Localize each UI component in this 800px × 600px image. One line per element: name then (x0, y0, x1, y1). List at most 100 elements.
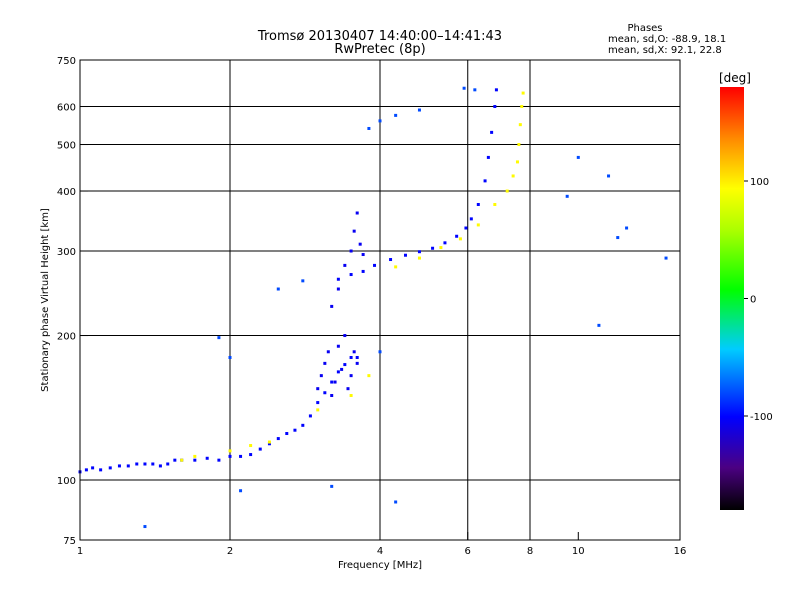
x-tick-label: 2 (227, 546, 233, 557)
data-point (343, 263, 347, 267)
data-point (323, 361, 327, 365)
data-point (143, 525, 147, 529)
data-point (389, 258, 393, 262)
y-tick-label: 300 (57, 247, 76, 258)
data-point (486, 155, 490, 159)
data-point (239, 489, 243, 493)
data-point (483, 179, 487, 183)
data-point (249, 444, 253, 448)
data-point (607, 174, 611, 178)
x-axis-label: Frequency [MHz] (338, 560, 422, 571)
data-point (346, 387, 350, 391)
data-point (625, 226, 629, 230)
colorbar-tick-label: -100 (750, 412, 773, 423)
y-tick-label: 750 (57, 56, 76, 67)
data-point (493, 105, 497, 109)
data-point (455, 234, 459, 238)
x-tick-label: 8 (527, 546, 533, 557)
data-point (511, 174, 515, 178)
data-point (316, 408, 320, 412)
data-point (343, 363, 347, 367)
x-axis-ticks: 1 2 4 6 8 10 16 (77, 532, 686, 557)
y-axis-ticks: 75 100 200 300 400 500 600 750 (57, 56, 88, 547)
data-point (378, 119, 382, 123)
data-point (267, 442, 271, 446)
data-point (518, 123, 522, 127)
y-tick-label: 100 (57, 476, 76, 487)
data-point (173, 458, 177, 462)
colorbar-label: [deg] (719, 71, 751, 85)
y-tick-label: 600 (57, 103, 76, 114)
data-point (166, 462, 170, 466)
data-point (117, 464, 121, 468)
data-point (361, 269, 365, 273)
data-point (285, 432, 289, 436)
y-axis-label: Stationary phase Virtual Height [km] (40, 208, 51, 392)
data-point (330, 380, 334, 384)
data-point (343, 334, 347, 338)
data-point (135, 462, 139, 466)
data-point (494, 88, 498, 92)
y-tick-label: 75 (63, 536, 76, 547)
data-point (228, 454, 232, 458)
data-point (316, 401, 320, 405)
data-point (520, 105, 524, 109)
data-point (330, 304, 334, 308)
data-point (158, 464, 162, 468)
data-point (143, 462, 147, 466)
y-tick-label: 200 (57, 332, 76, 343)
data-point (330, 484, 334, 488)
data-point (301, 279, 305, 283)
x-tick-label: 10 (572, 546, 585, 557)
data-point (308, 414, 312, 418)
data-point (84, 468, 88, 472)
data-point (367, 126, 371, 130)
data-point (417, 256, 421, 260)
x-tick-label: 6 (465, 546, 471, 557)
data-point (333, 380, 337, 384)
data-point (293, 428, 297, 432)
data-point (228, 355, 232, 359)
data-point (394, 265, 398, 269)
phases-o-stats: mean, sd,O: -88.9, 18.1 (608, 34, 726, 45)
data-point (373, 263, 377, 267)
data-point (443, 241, 447, 245)
data-point (276, 287, 280, 291)
data-point (597, 323, 601, 327)
plot-area: 1 2 4 6 8 10 16 75 100 200 300 400 500 600 750 (57, 56, 686, 557)
data-point (193, 458, 197, 462)
data-point (355, 355, 359, 359)
data-point (349, 355, 353, 359)
data-point (193, 454, 197, 458)
colorbar: [deg] 100 0 -100 (719, 71, 773, 510)
data-point (476, 202, 480, 206)
data-point (336, 370, 340, 374)
colorbar-tick-label: 0 (750, 295, 756, 306)
data-point (91, 466, 95, 470)
data-point (355, 211, 359, 215)
data-point (403, 253, 407, 257)
data-point (316, 387, 320, 391)
x-tick-label: 4 (377, 546, 383, 557)
data-point (616, 236, 620, 240)
data-point (301, 423, 305, 427)
data-point (505, 189, 509, 193)
data-point (521, 91, 525, 95)
data-point (431, 246, 435, 250)
data-point (462, 86, 466, 90)
colorbar-gradient (720, 87, 744, 510)
data-point (336, 277, 340, 281)
data-point (417, 250, 421, 254)
data-point (336, 287, 340, 291)
data-point (490, 130, 494, 134)
x-tick-label: 1 (77, 546, 83, 557)
data-point (349, 374, 353, 378)
data-point (349, 394, 353, 398)
data-point (358, 242, 362, 246)
phases-x-stats: mean, sd,X: 92.1, 22.8 (608, 45, 722, 56)
data-point (352, 229, 356, 233)
y-tick-label: 500 (57, 141, 76, 152)
data-point (458, 237, 462, 241)
data-point (464, 226, 468, 230)
